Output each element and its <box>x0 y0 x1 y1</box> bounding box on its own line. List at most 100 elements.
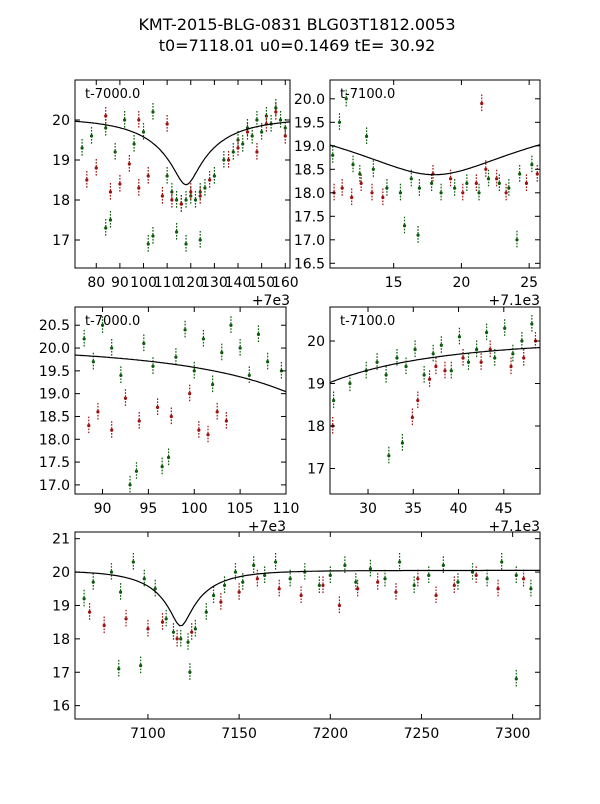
data-layer-p5 <box>75 553 540 688</box>
panel-label-p2: t-7100.0 <box>340 87 395 102</box>
y-tick-label-p3-2: 18.0 <box>39 432 70 448</box>
y-tick-label-p5-1: 17 <box>52 665 70 681</box>
panel-label-p1: t-7000.0 <box>85 87 140 102</box>
model-curve-p3 <box>75 354 286 393</box>
y-tick-label-p3-3: 18.5 <box>39 409 70 425</box>
y-tick-label-p3-4: 19.0 <box>39 387 70 403</box>
data-layer-p4 <box>330 315 540 465</box>
y-tick-label-p3-0: 17.0 <box>39 478 70 494</box>
y-tick-label-p5-5: 21 <box>52 532 70 548</box>
point-p2-red-11 <box>495 177 499 181</box>
axes-frame-p4 <box>329 306 541 495</box>
point-p2-red-7 <box>448 177 453 181</box>
x-tick-label-p2-2: 25 <box>520 275 538 291</box>
y-tick-label-p2-2: 17.5 <box>294 209 325 225</box>
x-tick-label-p1-3: 110 <box>154 275 181 291</box>
y-tick-label-p2-5: 19.0 <box>294 139 325 155</box>
point-p2-red-12 <box>504 191 508 195</box>
x-tick-label-p5-1: 7150 <box>221 726 257 742</box>
x-tick-label-p3-4: 110 <box>273 501 300 517</box>
x-offset-label-p2: +7.1e3 <box>488 293 540 309</box>
figure-title: KMT-2015-BLG-0831 BLG03T1812.0053 <box>138 15 455 34</box>
panel-label-p4: t-7100.0 <box>340 314 395 329</box>
y-tick-label-p3-7: 20.5 <box>39 318 70 334</box>
x-tick-label-p1-6: 140 <box>225 275 252 291</box>
y-tick-label-p4-3: 20 <box>307 334 325 350</box>
y-tick-label-p1-2: 19 <box>52 153 70 169</box>
panel-p5: 7100 7150 7200 7250 7300 16 17 18 19 20 21 <box>52 531 541 742</box>
panel-label-p3: t-7000.0 <box>85 314 140 329</box>
panel-p4: 30 35 40 45 17 18 19 20 t-7100.0 +7.1e3 <box>307 306 541 535</box>
x-tick-label-p5-2: 7200 <box>312 726 348 742</box>
y-tick-label-p5-3: 19 <box>52 598 70 614</box>
x-tick-label-p1-2: 100 <box>130 275 157 291</box>
y-tick-label-p2-0: 16.5 <box>294 256 325 272</box>
x-offset-label-p3: +7e3 <box>248 519 286 535</box>
x-tick-label-p1-8: 160 <box>272 275 299 291</box>
x-tick-label-p5-4: 7300 <box>495 726 531 742</box>
y-tick-label-p1-3: 20 <box>52 113 70 129</box>
point-p2-green-21 <box>402 224 407 228</box>
point-p2-green-16 <box>486 177 491 181</box>
x-tick-label-p3-1: 95 <box>139 501 157 517</box>
axes-frame-p1 <box>74 79 291 269</box>
y-tick-label-p4-0: 17 <box>307 462 325 478</box>
y-tick-label-p4-2: 19 <box>307 377 325 393</box>
y-tick-label-p4-1: 18 <box>307 419 325 435</box>
y-tick-label-p3-5: 19.5 <box>39 364 70 380</box>
x-tick-label-p5-0: 7100 <box>130 726 166 742</box>
model-curve-p4 <box>330 346 540 384</box>
x-tick-label-p1-5: 130 <box>201 275 228 291</box>
model-curve-p2 <box>330 144 540 176</box>
x-tick-label-p5-3: 7250 <box>404 726 440 742</box>
x-tick-label-p3-2: 100 <box>181 501 208 517</box>
point-p2-green-9 <box>409 177 413 181</box>
x-tick-label-p2-1: 20 <box>453 275 471 291</box>
x-tick-label-p4-3: 45 <box>495 501 513 517</box>
y-tick-label-p2-4: 18.5 <box>294 162 325 178</box>
point-p2-green-6 <box>371 167 375 171</box>
x-tick-label-p4-2: 40 <box>450 501 468 517</box>
x-tick-label-p1-1: 90 <box>111 275 129 291</box>
x-tick-label-p3-0: 90 <box>94 501 112 517</box>
y-tick-label-p3-1: 17.5 <box>39 455 70 471</box>
panel-p2: 15 20 25 16.5 17.0 17.5 18.0 18.5 19.0 19.5 20.0 t-… <box>294 79 541 309</box>
model-curve-p1 <box>75 120 290 186</box>
x-tick-label-p1-0: 80 <box>87 275 105 291</box>
x-offset-label-p4: +7.1e3 <box>488 519 540 535</box>
panel-p3: 90 95 100 105 110 17.0 17.5 18.0 18.5 19.0 19.5 20.… <box>39 306 300 535</box>
data-layer-p2 <box>330 89 540 249</box>
y-tick-label-p2-6: 19.5 <box>294 115 325 131</box>
axes-frame-p5 <box>74 531 541 720</box>
y-tick-label-p5-2: 18 <box>52 632 70 648</box>
figure-subtitle: t0=7118.01 u0=0.1469 tE= 30.92 <box>159 36 436 55</box>
data-layer-p3 <box>75 316 286 494</box>
y-tick-label-p1-1: 18 <box>52 193 70 209</box>
x-tick-label-p4-1: 35 <box>404 501 422 517</box>
y-tick-label-p5-4: 20 <box>52 565 70 581</box>
model-curve-p5 <box>75 569 540 627</box>
point-p2-red-10 <box>484 167 488 171</box>
point-p2-green-12 <box>439 191 443 195</box>
axes-frame-p3 <box>74 306 287 495</box>
point-p2-green-15 <box>477 191 481 195</box>
point-p2-red-4 <box>370 191 374 195</box>
point-p2-red-8 <box>461 191 465 195</box>
y-tick-label-p2-3: 18.0 <box>294 186 325 202</box>
x-tick-label-p1-4: 120 <box>177 275 204 291</box>
point-p2-green-0 <box>331 153 335 157</box>
y-tick-label-p5-0: 16 <box>52 699 70 715</box>
x-tick-label-p1-7: 150 <box>248 275 275 291</box>
x-tick-label-p2-0: 15 <box>385 275 403 291</box>
y-tick-label-p2-1: 17.0 <box>294 233 325 249</box>
x-tick-label-p4-0: 30 <box>359 501 377 517</box>
x-offset-label-p1: +7e3 <box>252 293 290 309</box>
axes-frame-p2 <box>329 79 541 269</box>
y-tick-label-p2-7: 20.0 <box>294 92 325 108</box>
point-p2-green-8 <box>398 191 403 195</box>
y-tick-label-p1-0: 17 <box>52 233 70 249</box>
point-p2-green-23 <box>515 238 519 242</box>
